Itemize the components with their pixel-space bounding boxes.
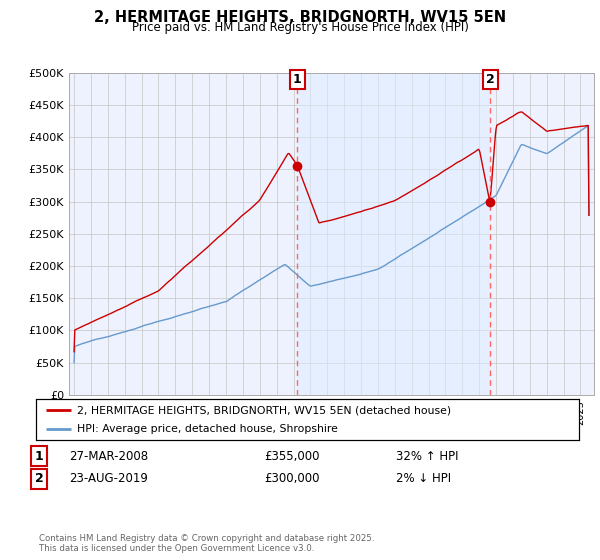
- Text: 2% ↓ HPI: 2% ↓ HPI: [396, 472, 451, 486]
- Text: £355,000: £355,000: [264, 450, 320, 463]
- Text: Contains HM Land Registry data © Crown copyright and database right 2025.
This d: Contains HM Land Registry data © Crown c…: [39, 534, 374, 553]
- Text: 32% ↑ HPI: 32% ↑ HPI: [396, 450, 458, 463]
- Text: 1: 1: [35, 450, 43, 463]
- Text: 2, HERMITAGE HEIGHTS, BRIDGNORTH, WV15 5EN (detached house): 2, HERMITAGE HEIGHTS, BRIDGNORTH, WV15 5…: [77, 405, 451, 415]
- Text: 2: 2: [35, 472, 43, 486]
- Text: £300,000: £300,000: [264, 472, 320, 486]
- Text: HPI: Average price, detached house, Shropshire: HPI: Average price, detached house, Shro…: [77, 424, 338, 433]
- Text: Price paid vs. HM Land Registry's House Price Index (HPI): Price paid vs. HM Land Registry's House …: [131, 21, 469, 34]
- Text: 2: 2: [485, 73, 494, 86]
- Bar: [298, 73, 490, 395]
- Text: 2, HERMITAGE HEIGHTS, BRIDGNORTH, WV15 5EN: 2, HERMITAGE HEIGHTS, BRIDGNORTH, WV15 5…: [94, 10, 506, 25]
- Text: 27-MAR-2008: 27-MAR-2008: [69, 450, 148, 463]
- Text: 1: 1: [293, 73, 302, 86]
- Text: 23-AUG-2019: 23-AUG-2019: [69, 472, 148, 486]
